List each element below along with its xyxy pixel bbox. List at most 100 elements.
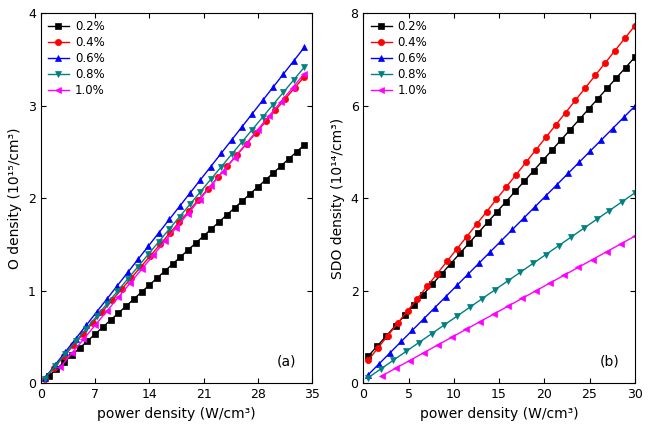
0.8%: [217, 164, 225, 169]
0.8%: [197, 189, 204, 194]
1.0%: [462, 327, 470, 332]
1.0%: [434, 342, 442, 347]
0.6%: [497, 238, 505, 243]
0.8%: [72, 338, 79, 344]
0.6%: [397, 339, 405, 344]
0.8%: [155, 239, 163, 244]
0.2%: [184, 248, 192, 253]
1.0%: [79, 337, 87, 342]
0.4%: [243, 141, 251, 146]
0.6%: [249, 111, 256, 116]
0.6%: [61, 349, 69, 354]
0.6%: [453, 283, 461, 288]
0.8%: [516, 269, 524, 275]
0.6%: [420, 317, 428, 322]
1.0%: [208, 183, 215, 188]
0.2%: [285, 156, 293, 161]
0.2%: [99, 325, 107, 330]
0.6%: [442, 294, 450, 299]
0.4%: [413, 296, 421, 301]
0.8%: [440, 323, 448, 328]
0.2%: [130, 296, 137, 302]
0.4%: [156, 242, 164, 247]
0.6%: [165, 217, 173, 222]
0.6%: [587, 148, 594, 154]
1.0%: [184, 211, 192, 216]
0.6%: [207, 164, 215, 169]
1.0%: [392, 366, 400, 371]
0.4%: [118, 287, 126, 292]
1.0%: [616, 242, 624, 247]
0.4%: [60, 354, 68, 359]
0.2%: [161, 269, 169, 274]
0.6%: [542, 193, 549, 199]
0.6%: [475, 260, 483, 266]
1.0%: [219, 169, 227, 174]
0.4%: [374, 345, 381, 350]
0.2%: [410, 302, 418, 308]
0.4%: [463, 234, 471, 239]
0.4%: [364, 358, 372, 363]
0.4%: [404, 308, 411, 314]
0.8%: [186, 202, 194, 207]
0.8%: [504, 278, 512, 284]
0.8%: [41, 376, 49, 381]
0.2%: [292, 149, 300, 154]
0.2%: [200, 233, 208, 239]
1.0%: [242, 141, 250, 146]
0.2%: [594, 96, 602, 101]
0.8%: [567, 234, 575, 239]
0.6%: [290, 58, 298, 63]
0.2%: [176, 254, 184, 260]
0.6%: [197, 177, 204, 182]
0.6%: [631, 104, 639, 109]
0.2%: [364, 354, 372, 359]
0.2%: [208, 227, 215, 232]
0.8%: [124, 276, 132, 281]
0.2%: [223, 212, 230, 218]
1.0%: [161, 239, 169, 244]
Line: 1.0%: 1.0%: [57, 71, 307, 371]
0.4%: [394, 321, 402, 326]
Legend: 0.2%, 0.4%, 0.6%, 0.8%, 1.0%: 0.2%, 0.4%, 0.6%, 0.8%, 1.0%: [367, 17, 431, 101]
1.0%: [378, 374, 385, 379]
0.6%: [508, 227, 516, 232]
0.8%: [402, 349, 410, 354]
0.6%: [409, 328, 417, 333]
0.2%: [447, 261, 454, 266]
0.4%: [473, 221, 480, 227]
0.4%: [79, 332, 87, 337]
0.2%: [383, 333, 391, 338]
0.4%: [434, 271, 441, 276]
1.0%: [561, 272, 568, 278]
0.2%: [428, 282, 436, 287]
0.2%: [511, 189, 519, 194]
1.0%: [56, 365, 64, 370]
0.8%: [238, 139, 246, 145]
0.2%: [475, 230, 482, 235]
0.4%: [300, 74, 308, 79]
0.2%: [215, 220, 223, 225]
0.4%: [271, 108, 279, 113]
0.2%: [122, 304, 130, 309]
0.6%: [486, 249, 494, 254]
0.6%: [124, 270, 132, 275]
0.2%: [456, 251, 464, 256]
0.8%: [364, 375, 372, 381]
0.2%: [107, 317, 115, 323]
0.4%: [482, 209, 490, 214]
0.2%: [246, 191, 254, 196]
X-axis label: power density (W/cm³): power density (W/cm³): [97, 407, 256, 421]
0.2%: [566, 127, 574, 132]
0.4%: [631, 23, 639, 28]
0.2%: [115, 311, 122, 316]
0.8%: [145, 251, 152, 257]
0.4%: [512, 172, 520, 177]
0.2%: [502, 199, 510, 204]
0.2%: [401, 313, 409, 318]
0.6%: [134, 257, 142, 262]
1.0%: [603, 249, 611, 254]
0.6%: [598, 137, 605, 142]
1.0%: [103, 309, 111, 314]
Line: 0.8%: 0.8%: [365, 190, 638, 381]
